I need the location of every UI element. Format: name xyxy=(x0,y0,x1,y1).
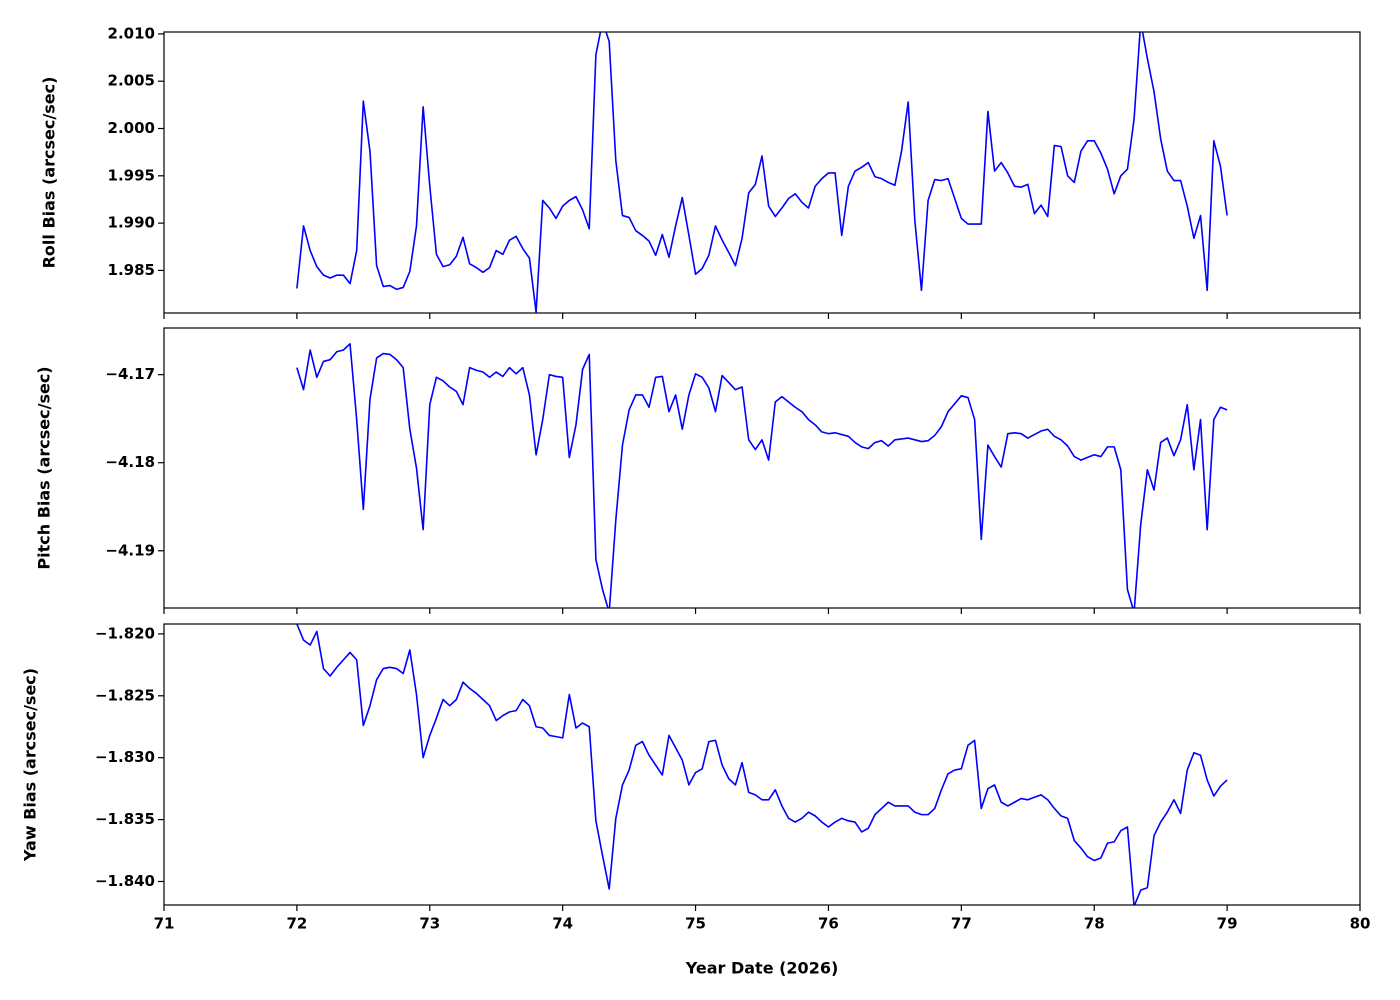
y-tick-label: 2.010 xyxy=(108,24,155,42)
x-tick-label: 75 xyxy=(685,915,706,933)
data-line xyxy=(296,343,1228,608)
y-tick-label: −4.18 xyxy=(105,453,155,471)
y-axis-label: Yaw Bias (arcsec/sec) xyxy=(21,668,40,862)
y-tick-label: 1.995 xyxy=(108,166,155,184)
data-line xyxy=(296,624,1228,905)
y-tick-label: −1.820 xyxy=(95,624,155,642)
plot-frame xyxy=(163,327,1361,609)
x-tick-label: 77 xyxy=(951,915,972,933)
y-tick-label: 1.990 xyxy=(108,214,155,232)
x-tick-label: 71 xyxy=(154,915,175,933)
y-tick-label: −1.830 xyxy=(95,748,155,766)
plot-frame xyxy=(163,31,1361,314)
x-tick-label: 79 xyxy=(1217,915,1238,933)
x-tick-label: 80 xyxy=(1350,915,1371,933)
y-tick-label: 1.985 xyxy=(108,261,155,279)
x-tick-label: 78 xyxy=(1084,915,1105,933)
y-tick-label: −1.840 xyxy=(95,872,155,890)
y-tick-label: 2.000 xyxy=(108,119,155,137)
x-tick-label: 72 xyxy=(286,915,307,933)
y-axis-label: Roll Bias (arcsec/sec) xyxy=(40,77,59,269)
y-axis-label: Pitch Bias (arcsec/sec) xyxy=(35,366,54,569)
x-tick-label: 74 xyxy=(552,915,573,933)
x-tick-label: 76 xyxy=(818,915,839,933)
y-tick-label: −4.17 xyxy=(105,365,155,383)
plot-frame xyxy=(163,623,1361,906)
y-tick-label: −1.825 xyxy=(95,686,155,704)
y-tick-label: −1.835 xyxy=(95,810,155,828)
data-line xyxy=(296,32,1228,313)
x-tick-label: 73 xyxy=(419,915,440,933)
y-tick-label: −4.19 xyxy=(105,541,155,559)
x-axis-label: Year Date (2026) xyxy=(685,959,839,978)
y-tick-label: 2.005 xyxy=(108,72,155,90)
